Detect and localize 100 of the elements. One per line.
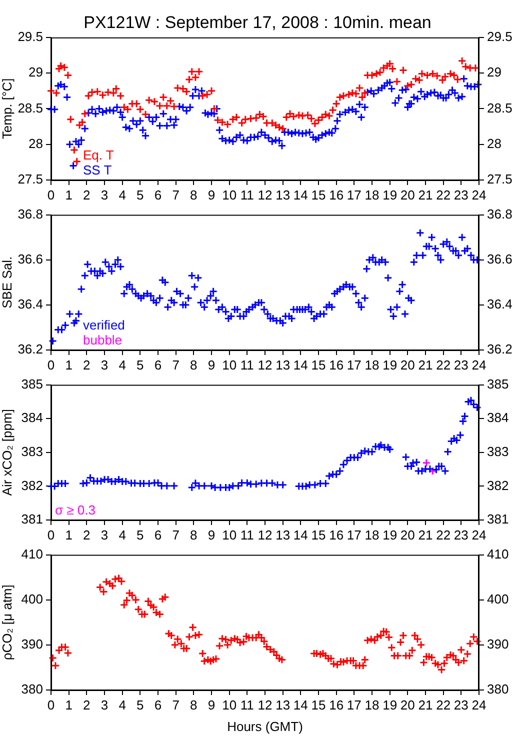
y-tick-label: 36.8 <box>18 206 43 222</box>
x-tick-label: 20 <box>400 697 415 712</box>
x-tick-label: 17 <box>346 357 362 372</box>
y2-tick-label: 382 <box>487 478 509 493</box>
x-tick-label: 15 <box>311 187 326 202</box>
y-axis-title: ρCO₂ [μ atm] <box>0 584 14 660</box>
y2-tick-label: 29 <box>487 64 502 80</box>
y2-tick-label: 381 <box>487 512 509 527</box>
x-tick-label: 22 <box>436 357 451 372</box>
y-tick-label: 390 <box>21 636 43 652</box>
y-tick-label: 36.6 <box>18 251 43 266</box>
y-axis-title: SBE Sal. <box>0 256 14 308</box>
y-tick-label: 29.5 <box>18 28 43 44</box>
x-tick-label: 8 <box>190 187 198 202</box>
x-tick-label: 4 <box>118 187 126 202</box>
x-tick-label: 7 <box>172 697 180 712</box>
x-tick-label: 13 <box>276 357 290 372</box>
x-tick-label: 9 <box>208 187 216 202</box>
x-tick-label: 7 <box>172 357 180 372</box>
x-tick-label: 4 <box>118 357 126 372</box>
x-tick-label: 18 <box>364 357 380 372</box>
x-tick-label: 16 <box>329 187 344 202</box>
x-tick-label: 5 <box>136 527 144 542</box>
series-label: Eq. T <box>83 148 114 163</box>
y2-tick-label: 400 <box>487 591 509 606</box>
y-tick-label: 384 <box>21 410 43 426</box>
x-tick-label: 24 <box>472 357 486 372</box>
x-tick-label: 1 <box>65 187 72 202</box>
series-label: verified <box>83 318 125 333</box>
y-tick-label: 410 <box>21 546 43 562</box>
x-tick-label: 3 <box>100 527 108 542</box>
x-tick-label: 21 <box>418 357 433 372</box>
x-tick-label: 23 <box>454 527 468 542</box>
x-tick-label: 11 <box>240 697 254 712</box>
y-tick-label: 36.4 <box>18 296 43 312</box>
y-tick-label: 380 <box>21 682 43 697</box>
y2-tick-label: 385 <box>487 376 509 392</box>
y2-tick-label: 28 <box>487 136 502 151</box>
x-tick-label: 4 <box>118 527 126 542</box>
x-tick-label: 17 <box>346 187 362 202</box>
x-tick-label: 0 <box>47 527 55 542</box>
x-tick-label: 6 <box>154 357 162 372</box>
text: σ ≥ 0.3 <box>55 502 96 518</box>
x-tick-label: 7 <box>172 187 180 202</box>
x-tick-label: 24 <box>472 187 486 202</box>
legend-label: bubble <box>83 332 122 348</box>
x-tick-label: 20 <box>400 527 415 542</box>
x-tick-label: 14 <box>293 357 308 372</box>
x-tick-label: 0 <box>47 187 55 202</box>
y-axis-title: Air xCO₂ [ppm] <box>0 409 14 496</box>
x-tick-label: 9 <box>208 527 216 542</box>
x-tick-label: 12 <box>258 527 272 542</box>
x-tick-label: 10 <box>222 527 237 542</box>
x-axis-title: Hours (GMT) <box>227 718 303 734</box>
y2-tick-label: 380 <box>487 682 509 697</box>
x-tick-label: 22 <box>436 697 451 712</box>
x-tick-label: 3 <box>100 187 108 202</box>
x-tick-label: 1 <box>65 357 72 372</box>
x-tick-label: 21 <box>418 527 433 542</box>
x-tick-label: 24 <box>472 697 486 712</box>
chart-title: PX121W : September 17, 2008 : 10min. mean <box>84 12 432 32</box>
x-tick-label: 9 <box>208 357 216 372</box>
y-tick-label: 381 <box>21 512 43 527</box>
y2-tick-label: 29.5 <box>487 28 512 44</box>
x-tick-label: 21 <box>418 697 433 712</box>
x-tick-label: 11 <box>240 527 254 542</box>
x-tick-label: 19 <box>382 357 398 372</box>
x-tick-label: 4 <box>118 697 126 712</box>
x-tick-label: 22 <box>436 527 451 542</box>
x-tick-label: 19 <box>382 527 398 542</box>
x-tick-label: 20 <box>400 357 415 372</box>
y2-tick-label: 36.8 <box>487 206 512 222</box>
x-tick-label: 2 <box>83 527 90 542</box>
y2-tick-label: 36.6 <box>487 251 512 266</box>
x-tick-label: 8 <box>190 527 198 542</box>
y2-tick-label: 410 <box>487 546 509 562</box>
y2-tick-label: 383 <box>487 444 509 459</box>
x-tick-label: 20 <box>400 187 415 202</box>
x-tick-label: 16 <box>329 357 344 372</box>
x-tick-label: 14 <box>293 527 308 542</box>
x-tick-label: 13 <box>276 187 290 202</box>
y-tick-label: 400 <box>21 591 43 606</box>
x-tick-label: 18 <box>364 187 380 202</box>
x-tick-label: 1 <box>65 697 72 712</box>
x-tick-label: 18 <box>364 527 380 542</box>
y2-tick-label: 28.5 <box>487 100 512 116</box>
x-tick-label: 6 <box>154 697 162 712</box>
x-tick-label: 8 <box>190 697 198 712</box>
x-tick-label: 19 <box>382 697 398 712</box>
x-tick-label: 2 <box>83 697 90 712</box>
x-tick-label: 16 <box>329 527 344 542</box>
x-tick-label: 11 <box>240 357 254 372</box>
y-tick-label: 382 <box>21 478 43 493</box>
x-tick-label: 13 <box>276 527 290 542</box>
x-tick-label: 23 <box>454 357 468 372</box>
x-tick-label: 5 <box>136 357 144 372</box>
x-tick-label: 10 <box>222 357 237 372</box>
y-axis-title: Temp. [°C] <box>0 78 14 140</box>
x-tick-label: 15 <box>311 697 326 712</box>
y-tick-label: 28.5 <box>18 100 43 116</box>
